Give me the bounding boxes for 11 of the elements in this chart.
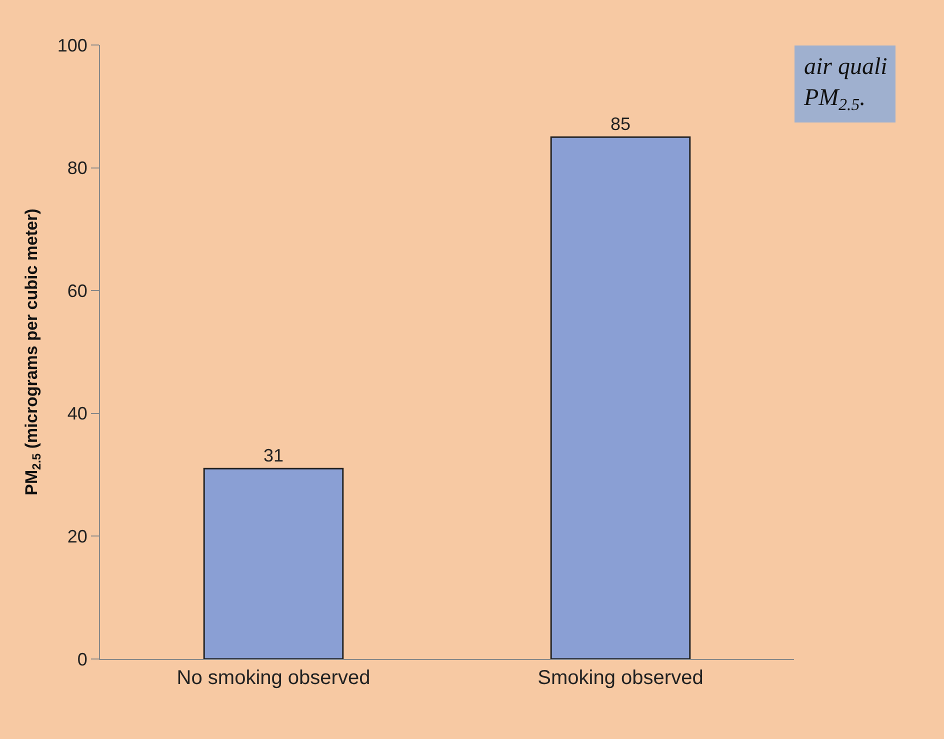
y-tick-label: 60 <box>67 280 88 301</box>
x-tick-label: Smoking observed <box>538 667 704 689</box>
data-label: 85 <box>610 114 631 134</box>
data-label: 31 <box>263 446 284 466</box>
y-tick-label: 100 <box>57 35 88 56</box>
text: air quali PM$_{2.5}$. <box>803 54 888 114</box>
y-tick-label: 0 <box>77 649 88 670</box>
y-tick-label: 40 <box>67 404 88 424</box>
y-tick-label: 80 <box>67 158 88 178</box>
y-tick-label: 20 <box>67 526 88 546</box>
x-tick-label: No smoking observed <box>176 667 370 689</box>
